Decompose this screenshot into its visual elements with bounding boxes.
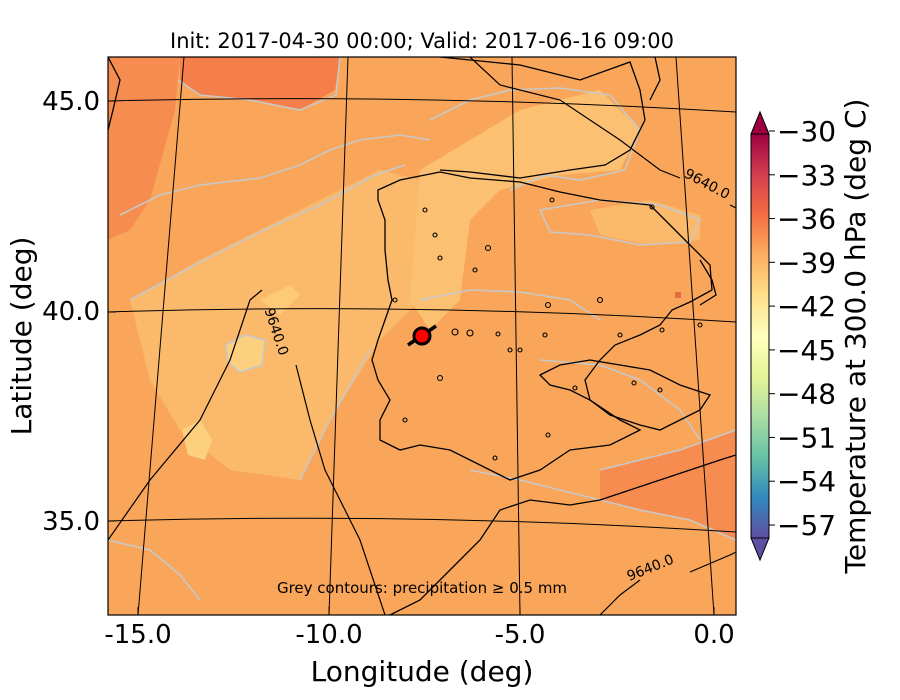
colorbar-tick-label: −54	[777, 465, 836, 498]
marker-dot	[412, 326, 432, 346]
iberia-outline	[371, 171, 713, 481]
y-axis: 45.0 40.0 35.0 Latitude (deg)	[5, 87, 116, 537]
colorbar-label: Temperature at 300.0 hPa (deg C)	[839, 99, 872, 575]
map-area: 9640.0 9640.0 9640.0 Grey contours: prec…	[108, 57, 736, 615]
colorbar-tick-label: −48	[777, 378, 836, 411]
colorbar-tick-label: −39	[777, 246, 836, 279]
meridian-5	[511, 57, 521, 615]
graticule	[108, 57, 736, 615]
corsica-coast	[649, 57, 661, 101]
small-warm-patch	[675, 292, 681, 298]
east-coast	[699, 259, 717, 306]
coastlines	[108, 57, 736, 615]
height-contours	[108, 57, 736, 615]
parallel-35	[108, 517, 736, 533]
precip-contours	[108, 57, 736, 601]
colorbar-tick-label: −57	[777, 509, 836, 542]
meridian-0	[675, 57, 715, 615]
x-axis: -15.0 -10.0 -5.0 0.0 Longitude (deg)	[104, 607, 735, 688]
plot-title: Init: 2017-04-30 00:00; Valid: 2017-06-1…	[170, 29, 674, 53]
colorbar-tick-label: −45	[777, 334, 836, 367]
precip-note: Grey contours: precipitation ≥ 0.5 mm	[277, 579, 567, 597]
warm-region-northwest	[108, 57, 180, 240]
light-patch-2	[182, 420, 212, 460]
location-marker	[407, 324, 437, 347]
colorbar-top-arrow	[750, 110, 770, 135]
x-tick-minus15: -15.0	[104, 620, 171, 650]
france-coast	[108, 57, 121, 131]
warm-region-southeast	[600, 430, 736, 540]
meridian-10	[328, 57, 349, 615]
x-tick-minus5: -5.0	[495, 620, 546, 650]
colorbar-tick-label: −42	[777, 290, 836, 323]
colorbar-tick-label: −51	[777, 421, 836, 454]
x-tick-minus10: -10.0	[295, 620, 362, 650]
parallel-40	[108, 308, 736, 323]
parallel-45	[108, 98, 736, 113]
colorbar-tick-label: −33	[777, 159, 836, 192]
colorbar-tick-label: −30	[777, 115, 836, 148]
biscay-coast	[439, 57, 646, 179]
cool-region-east	[590, 200, 700, 245]
x-tick-0: 0.0	[693, 620, 734, 650]
x-axis-label: Longitude (deg)	[311, 655, 534, 688]
reservoirs	[392, 197, 703, 461]
cool-region-central	[410, 90, 640, 330]
light-patch-3	[260, 285, 300, 315]
y-axis-label: Latitude (deg)	[5, 237, 38, 436]
colorbar-tick-label: −36	[777, 203, 836, 236]
balearic-islands	[538, 359, 712, 431]
meridian-15	[137, 57, 185, 615]
map-frame	[107, 56, 737, 616]
colorbar: −30 −33 −36 −39 −42 −45 −48 −51 −54 −57 Temperatu…	[750, 99, 872, 575]
y-tick-40: 40.0	[42, 297, 100, 327]
cool-region-west	[130, 170, 430, 480]
north-africa-coast	[389, 454, 736, 615]
colorbar-body	[750, 133, 770, 539]
y-tick-35: 35.0	[42, 507, 100, 537]
y-tick-45: 45.0	[42, 87, 100, 117]
colorbar-bottom-arrow	[750, 537, 770, 562]
